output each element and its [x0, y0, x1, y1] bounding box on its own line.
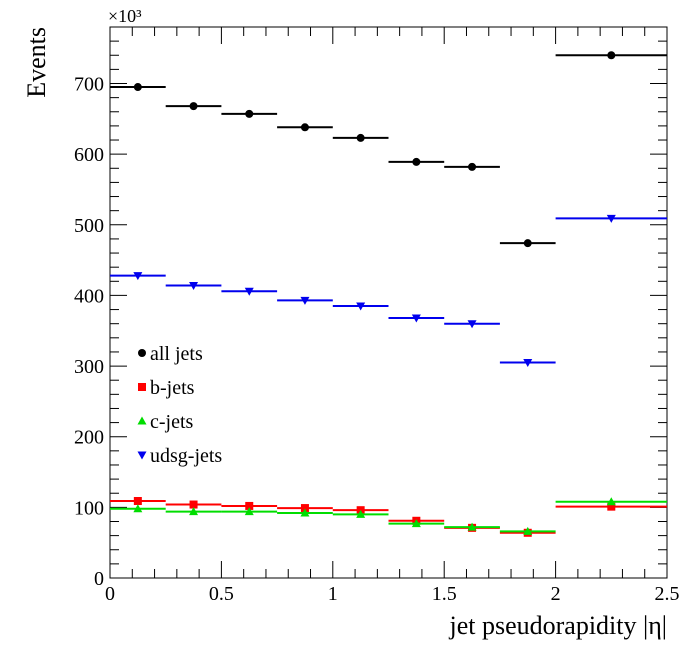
plot-frame [109, 26, 668, 579]
x-tick-label: 2 [551, 583, 561, 605]
data-point [300, 296, 310, 305]
y-tick-labels: 0 100 200 300 400 500 600 700 [74, 74, 104, 590]
x-axis-label: jet pseudorapidity |η| [448, 611, 667, 640]
data-point [411, 314, 421, 323]
data-point [133, 504, 143, 513]
data-point [300, 504, 309, 513]
data-point [245, 109, 254, 118]
data-point [133, 83, 142, 92]
data-point [523, 359, 533, 368]
data-point [245, 501, 254, 510]
data-point [606, 214, 616, 223]
series-all-jets [110, 51, 667, 248]
data-point [300, 508, 310, 517]
data-point [189, 500, 198, 509]
legend-label: udsg-jets [150, 445, 222, 467]
data-point [607, 51, 616, 60]
data-point [523, 239, 532, 248]
legend-label: c-jets [150, 411, 194, 433]
data-series [110, 51, 667, 537]
x-tick-labels: 0 0.5 1 1.5 2 2.5 [105, 583, 680, 605]
legend-label: b-jets [150, 377, 195, 399]
legend-marker [138, 383, 146, 391]
legend-marker [138, 349, 146, 357]
y-tick-label: 200 [74, 427, 104, 449]
data-point [468, 162, 477, 171]
data-point [356, 509, 366, 518]
data-point [244, 287, 254, 296]
data-point [244, 507, 254, 516]
y-tick-label: 0 [94, 568, 104, 590]
data-point [133, 497, 142, 506]
data-point [189, 282, 199, 291]
series-b-jets [110, 497, 667, 537]
data-point [356, 302, 366, 311]
y-tick-label: 700 [74, 74, 104, 96]
data-point [356, 133, 365, 142]
x-tick-label: 1 [328, 583, 338, 605]
legend-marker [137, 451, 147, 460]
legend: all jets b-jets c-jets udsg-jets [137, 343, 222, 467]
y-multiplier-label: ×10³ [108, 6, 142, 26]
data-point [523, 526, 533, 535]
y-tick-label: 400 [74, 285, 104, 307]
data-point [607, 502, 616, 511]
y-tick-label: 600 [74, 144, 104, 166]
axis-ticks [109, 27, 668, 579]
y-tick-label: 100 [74, 497, 104, 519]
data-point [467, 522, 477, 531]
series-c-jets [110, 497, 667, 535]
y-axis-label: Events [22, 27, 51, 98]
x-tick-label: 0.5 [209, 583, 234, 605]
y-tick-label: 500 [74, 215, 104, 237]
data-point [189, 507, 199, 516]
data-point [189, 102, 198, 111]
data-point [411, 519, 421, 528]
data-point [606, 497, 616, 506]
legend-marker [137, 416, 147, 425]
legend-label: all jets [150, 343, 203, 365]
data-point [300, 123, 309, 132]
x-tick-label: 2.5 [655, 583, 680, 605]
x-tick-label: 0 [105, 583, 115, 605]
data-point [467, 320, 477, 329]
series-udsg-jets [110, 214, 667, 368]
data-point [412, 157, 421, 166]
data-point [133, 272, 143, 281]
y-tick-label: 300 [74, 356, 104, 378]
x-tick-label: 1.5 [432, 583, 457, 605]
